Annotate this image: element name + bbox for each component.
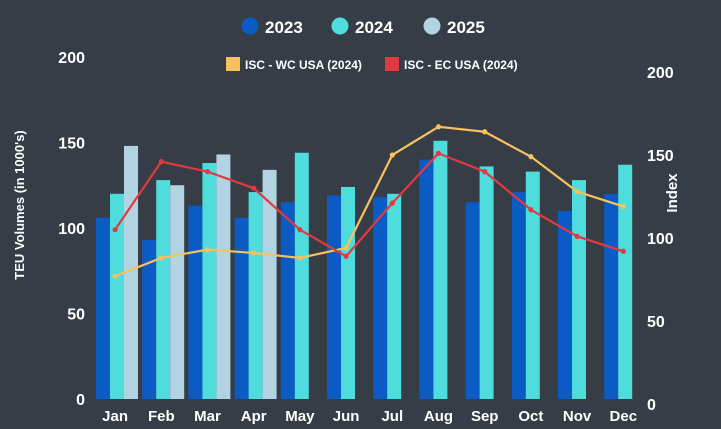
x-tick-label-oct: Oct [518,408,543,425]
bar-2024-may [294,152,309,399]
point-isc-ec-usa-2024-dec [620,248,626,254]
x-tick-label-feb: Feb [148,408,175,425]
line-series [112,124,626,279]
legend-label-2025: 2025 [447,18,485,37]
x-tick-label-jun: Jun [333,408,360,425]
bar-2023-nov [558,210,572,399]
y-axis-right: 0 50 100 150 200 [647,65,674,414]
bar-2024-apr [248,192,263,399]
bar-2024-feb [156,180,171,399]
point-isc-ec-usa-2024-aug [435,150,442,156]
bar-series [96,140,633,400]
bar-2023-jan [96,217,110,399]
y-tick-label: 200 [58,50,85,67]
bar-2023-dec [604,193,619,399]
point-isc-ec-usa-2024-mar [204,169,211,175]
bar-2025-apr [262,169,277,399]
x-tick-label-sep: Sep [471,408,499,425]
x-tick-label-jan: Jan [102,408,128,425]
point-isc-ec-usa-2024-jul [389,200,395,206]
bar-2023-jul [373,197,388,399]
bar-2023-sep [465,202,480,399]
legend-label-2023: 2023 [265,18,303,37]
bar-2025-mar [216,154,231,399]
y2-tick-label: 0 [647,397,656,414]
bar-2024-jul [387,193,402,399]
x-tick-label-may: May [285,408,315,425]
legend-label-2024: 2024 [355,18,393,37]
bar-2025-jan [124,145,138,399]
y2-tick-label: 150 [647,148,674,165]
x-tick-label-nov: Nov [563,408,592,425]
x-tick-label-dec: Dec [610,408,638,425]
bar-2024-jun [341,186,355,399]
x-axis: Jan Feb Mar Apr May Jun Jul Aug Sep Oct Nov Dec [102,408,637,425]
y2-axis-title: Index [664,173,681,213]
x-tick-label-aug: Aug [424,408,453,425]
point-isc-ec-usa-2024-jan [112,227,118,233]
bar-2023-oct [511,192,526,399]
y2-tick-label: 50 [647,314,665,331]
bar-2023-apr [234,217,249,399]
point-isc-wc-usa-2024-jan [112,273,118,279]
x-tick-label-jul: Jul [381,408,403,425]
y-tick-label: 0 [76,392,85,409]
point-isc-wc-usa-2024-mar [204,247,211,253]
line-isc-ec-usa-2024 [114,152,624,258]
legend-marker-isc-wc-usa-2024 [226,57,240,71]
point-isc-ec-usa-2024-sep [482,169,488,175]
y-tick-label: 150 [58,136,85,153]
point-isc-wc-usa-2024-aug [435,124,442,130]
point-isc-wc-usa-2024-jul [389,152,395,158]
point-isc-ec-usa-2024-jun [343,253,349,259]
point-isc-wc-usa-2024-dec [620,203,626,210]
bar-2023-aug [419,159,434,399]
point-isc-ec-usa-2024-feb [158,159,164,165]
point-isc-wc-usa-2024-oct [528,154,534,160]
legend-years: 2023 2024 2025 [241,17,485,37]
legend-label-isc-ec-usa-2024: ISC - EC USA (2024) [404,58,518,72]
point-isc-wc-usa-2024-may [297,255,303,261]
legend-marker-2023 [241,17,259,35]
point-isc-wc-usa-2024-sep [482,129,488,135]
bar-2023-feb [142,239,157,399]
bar-2024-nov [572,180,586,399]
legend-label-isc-wc-usa-2024: ISC - WC USA (2024) [245,58,362,72]
bar-2024-sep [479,166,494,399]
y-axis-left: 0 50 100 150 200 [58,50,85,409]
legend-marker-2024 [331,17,349,35]
bar-2024-oct [525,171,540,399]
y-tick-label: 100 [58,221,85,238]
point-isc-wc-usa-2024-apr [251,250,257,256]
y-tick-label: 50 [67,307,85,324]
bar-2024-jan [110,193,124,399]
bar-2023-jun [327,195,341,399]
legend-marker-isc-ec-usa-2024 [385,57,399,71]
point-isc-wc-usa-2024-jun [343,245,349,251]
point-isc-ec-usa-2024-oct [528,207,534,213]
bar-2023-mar [188,205,203,399]
x-tick-label-apr: Apr [241,408,267,425]
bar-2024-aug [433,140,448,400]
point-isc-wc-usa-2024-nov [574,188,580,195]
point-isc-ec-usa-2024-may [297,227,303,233]
bar-2024-mar [202,163,217,399]
y2-tick-label: 100 [647,231,674,248]
y2-tick-label: 200 [647,65,674,82]
legend-marker-2025 [423,17,441,35]
bar-2023-may [280,202,295,399]
x-tick-label-mar: Mar [194,408,221,425]
bar-2024-dec [618,164,633,399]
point-isc-wc-usa-2024-feb [158,255,164,261]
point-isc-ec-usa-2024-apr [251,185,257,191]
bar-2025-feb [170,185,185,399]
point-isc-ec-usa-2024-nov [574,233,580,239]
y-axis-title: TEU Volumes (in 1000's) [12,130,27,280]
line-isc-wc-usa-2024 [114,125,624,278]
legend-lines: ISC - WC USA (2024) ISC - EC USA (2024) [226,57,518,72]
